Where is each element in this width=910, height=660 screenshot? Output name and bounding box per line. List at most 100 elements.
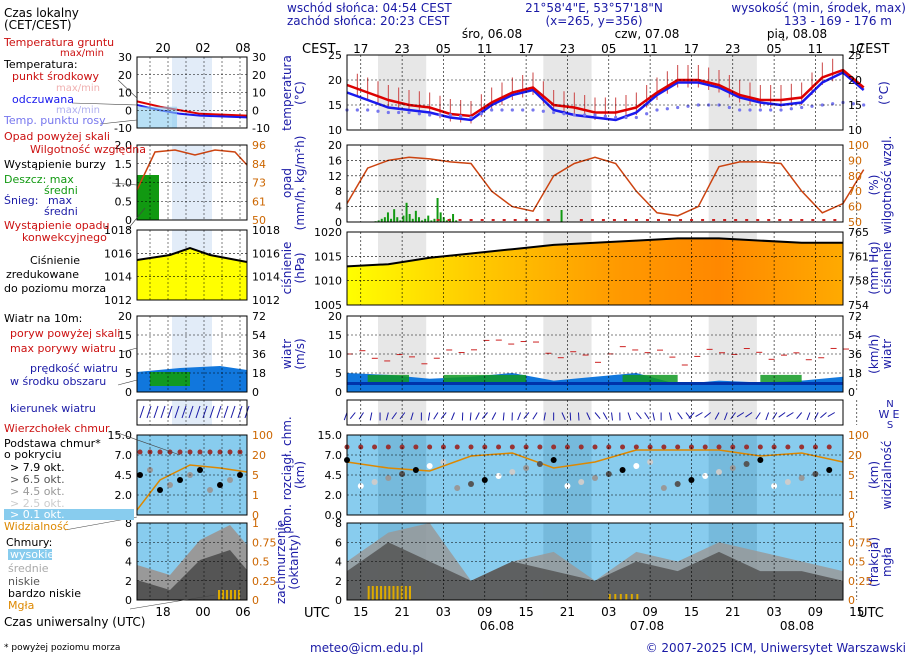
y-tick-left: 0 bbox=[335, 216, 342, 229]
small-vis bbox=[136, 464, 248, 511]
legend-fog: Mgła bbox=[8, 599, 34, 612]
y-tick-right: 61 bbox=[252, 195, 266, 208]
y-tick-right: 96 bbox=[252, 139, 266, 152]
small-wind-arrow bbox=[188, 405, 194, 419]
cloud-top-dot bbox=[413, 444, 419, 450]
precip-occurrence bbox=[535, 219, 539, 221]
label-press-left: (hPa) bbox=[293, 252, 307, 283]
legend-connector bbox=[111, 182, 138, 186]
dew-point bbox=[738, 108, 742, 112]
cloud-base-dot bbox=[784, 479, 791, 485]
y-tick-right: 1 bbox=[848, 517, 855, 530]
top-hour: 17 bbox=[518, 42, 533, 56]
dew-point bbox=[500, 108, 504, 112]
y-tick-left: 0 bbox=[335, 386, 342, 399]
wind-arrow bbox=[806, 412, 811, 421]
top-hour: 17 bbox=[684, 42, 699, 56]
legend-clouds: Chmury: bbox=[6, 536, 52, 549]
dew-point bbox=[459, 114, 463, 118]
label-precip-left: (mm/h, kg/m²h) bbox=[293, 136, 307, 231]
small-panel-cov: 8 1 6 0.75 4 0.5 2 0.25 0 0 bbox=[125, 517, 277, 607]
fog-bar bbox=[375, 586, 378, 600]
y-tick-right: 761 bbox=[848, 250, 869, 263]
dew-point bbox=[428, 113, 432, 117]
label-temp-left: temperatura bbox=[280, 55, 294, 131]
dew-point bbox=[769, 108, 773, 112]
cloud-top-dot bbox=[785, 444, 791, 450]
wind-base bbox=[347, 382, 843, 385]
label-wind-right: wiatr bbox=[880, 339, 894, 369]
wind-arrow bbox=[755, 412, 761, 420]
cloud-top-dot bbox=[620, 444, 626, 450]
rain-bar bbox=[405, 202, 408, 222]
felt-line bbox=[346, 71, 865, 122]
legend-connector bbox=[99, 119, 138, 125]
small-fog bbox=[226, 590, 228, 600]
small-rain-bar bbox=[137, 175, 159, 220]
y-tick-right: 5 bbox=[848, 469, 855, 482]
rain-bar bbox=[439, 212, 442, 222]
precip-occurrence bbox=[822, 219, 826, 221]
dew-point bbox=[417, 112, 421, 116]
cloud-top-dot bbox=[592, 444, 598, 450]
cloud-top-dot bbox=[826, 444, 832, 450]
coords: 21°58'4"E, 53°57'18"N bbox=[525, 1, 663, 15]
small-wind-arrow bbox=[181, 405, 187, 419]
dew-point bbox=[820, 103, 824, 107]
y-tick-right: 18 bbox=[848, 367, 862, 380]
rain-bar bbox=[402, 215, 405, 222]
footnote: * powyżej poziomu morza bbox=[4, 643, 120, 653]
precip-occurrence bbox=[723, 219, 727, 221]
legend-convective: konwekcyjnego bbox=[22, 231, 107, 244]
day-label-1: śro, 06.08 bbox=[462, 27, 522, 41]
small-cloud-top bbox=[137, 449, 143, 455]
label-cloud-right: widzialność bbox=[880, 441, 894, 510]
precip-occurrence bbox=[634, 219, 638, 221]
legend-pressure-1: Ciśnienie bbox=[30, 254, 80, 267]
precip-occurrence bbox=[491, 219, 495, 221]
dew-point bbox=[593, 113, 597, 117]
bottom-hour-ticks: 15 21 03 09 15 21 03 09 15 21 03 09 15 bbox=[353, 605, 864, 619]
dew-point bbox=[479, 112, 483, 116]
small-wind-arrow bbox=[216, 405, 222, 419]
wind-arrow bbox=[433, 412, 439, 420]
fog-bar bbox=[380, 586, 383, 600]
wind-arrow bbox=[532, 412, 538, 420]
legend-connector bbox=[127, 207, 146, 230]
y-tick-left: 10 bbox=[118, 348, 132, 361]
legend-connector bbox=[121, 347, 138, 353]
dew-point bbox=[407, 110, 411, 115]
cloud-base-dot bbox=[674, 481, 681, 487]
precip-occurrence bbox=[712, 219, 716, 221]
y-tick-right: 0 bbox=[252, 104, 259, 117]
wind-arrow bbox=[827, 412, 835, 417]
top-hour: 05 bbox=[766, 42, 781, 56]
legend-okt-1: > 7.9 okt. bbox=[10, 461, 65, 474]
small-cloud-dot bbox=[137, 472, 143, 478]
y-tick-right: 50 bbox=[252, 214, 266, 227]
top-small-hour: 08 bbox=[235, 41, 250, 55]
precip-occurrence bbox=[612, 219, 616, 221]
cloud-base-dot bbox=[550, 457, 557, 463]
small-cloud-dot bbox=[217, 482, 223, 488]
footer-copyright: © 2007-2025 ICM, Uniwersytet Warszawski bbox=[646, 641, 906, 655]
wind-arrow bbox=[543, 412, 546, 421]
precip-occurrence bbox=[789, 219, 793, 221]
legend-okt-4: > 2.5 okt. bbox=[10, 497, 65, 510]
dew-point bbox=[727, 105, 731, 110]
cloud-base-dot bbox=[426, 463, 433, 469]
y-tick-left: 6 bbox=[125, 536, 132, 549]
dew-point bbox=[355, 108, 359, 112]
legend-felt-maxmin: max/min bbox=[56, 105, 100, 116]
wind-arrow bbox=[635, 412, 642, 420]
precip-occurrence bbox=[458, 219, 462, 221]
y-tick-left: 6 bbox=[335, 536, 342, 549]
dew-point bbox=[562, 112, 566, 116]
legend-connector bbox=[114, 431, 181, 456]
legend-precip-above: Opad powyżej skali bbox=[4, 130, 110, 143]
footer-email[interactable]: meteo@icm.edu.pl bbox=[310, 641, 423, 655]
precip-occurrence bbox=[778, 219, 782, 221]
y-tick-left: 1014 bbox=[104, 271, 132, 284]
dew-point bbox=[531, 108, 535, 112]
